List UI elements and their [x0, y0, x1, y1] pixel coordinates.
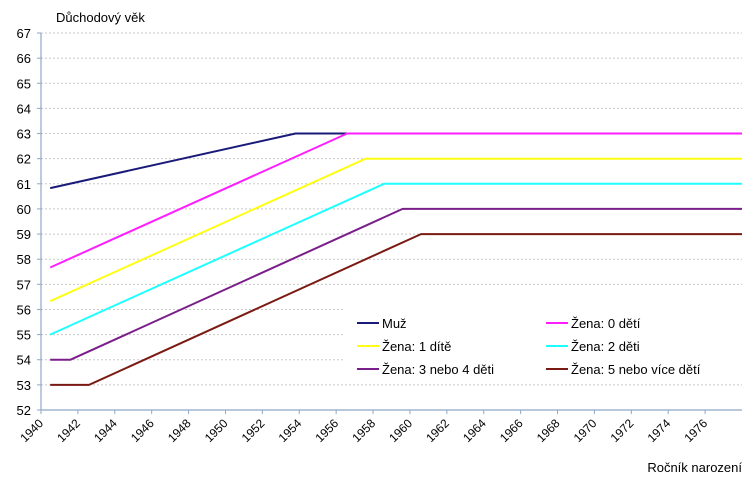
y-tick-label: 67: [17, 26, 31, 41]
series-line: [49, 132, 742, 269]
x-tick-label: 1952: [239, 416, 268, 445]
y-tick-label: 57: [17, 277, 31, 292]
x-tick-label: 1976: [681, 416, 710, 445]
legend-label: Žena: 3 nebo 4 děti: [382, 362, 494, 377]
series-line: [49, 182, 742, 336]
y-tick-label: 52: [17, 403, 31, 418]
legend-background: [345, 305, 745, 377]
legend: Muž Žena: 0 dětí Žena: 1 dítě Žena: 2 děti Ž…: [345, 305, 745, 377]
series-line: [50, 233, 742, 386]
x-tick-label: 1960: [386, 416, 415, 445]
y-tick-label: 56: [17, 302, 31, 317]
series-line: [49, 132, 742, 190]
x-tick-label: 1968: [534, 416, 563, 445]
x-tick-label: 1946: [128, 416, 157, 445]
y-tick-label: 55: [17, 328, 31, 343]
x-tick-label: 1970: [571, 416, 600, 445]
legend-label: Žena: 2 děti: [571, 339, 640, 354]
x-tick-label: 1940: [17, 416, 46, 445]
y-tick-label: 66: [17, 51, 31, 66]
legend-label: Žena: 5 nebo více dětí: [571, 362, 701, 377]
y-tick-label: 60: [17, 202, 31, 217]
y-tick-label: 63: [17, 127, 31, 142]
x-tick-label: 1944: [91, 416, 120, 445]
y-axis-title: Důchodový věk: [56, 10, 145, 25]
legend-label: Žena: 1 dítě: [382, 339, 451, 354]
y-tick-label: 65: [17, 76, 31, 91]
x-tick-label: 1942: [54, 416, 83, 445]
x-tick-label: 1948: [165, 416, 194, 445]
x-tick-label: 1956: [312, 416, 341, 445]
x-axis-title: Ročník narození: [647, 460, 742, 475]
x-tick-label: 1950: [202, 416, 231, 445]
x-tick-label: 1974: [645, 416, 674, 445]
series-line: [49, 157, 742, 303]
x-tick-label: 1958: [349, 416, 378, 445]
y-tick-label: 58: [17, 252, 31, 267]
x-tick-label: 1972: [608, 416, 637, 445]
series-line: [50, 207, 742, 361]
x-tick-label: 1966: [497, 416, 526, 445]
legend-label: Muž: [382, 316, 407, 331]
y-tick-label: 62: [17, 152, 31, 167]
y-tick-label: 61: [17, 177, 31, 192]
legend-label: Žena: 0 dětí: [571, 316, 641, 331]
x-tick-label: 1954: [276, 416, 305, 445]
y-tick-label: 59: [17, 227, 31, 242]
y-tick-label: 64: [17, 101, 31, 116]
x-tick-label: 1962: [423, 416, 452, 445]
x-tick-label: 1964: [460, 416, 489, 445]
axes: 52 53 54 55 56 57 58 59 60 61 62 63 64 65 66 67 1940 1942…: [17, 26, 742, 445]
data-series: [49, 132, 742, 386]
y-tick-label: 53: [17, 378, 31, 393]
y-tick-label: 54: [17, 353, 31, 368]
